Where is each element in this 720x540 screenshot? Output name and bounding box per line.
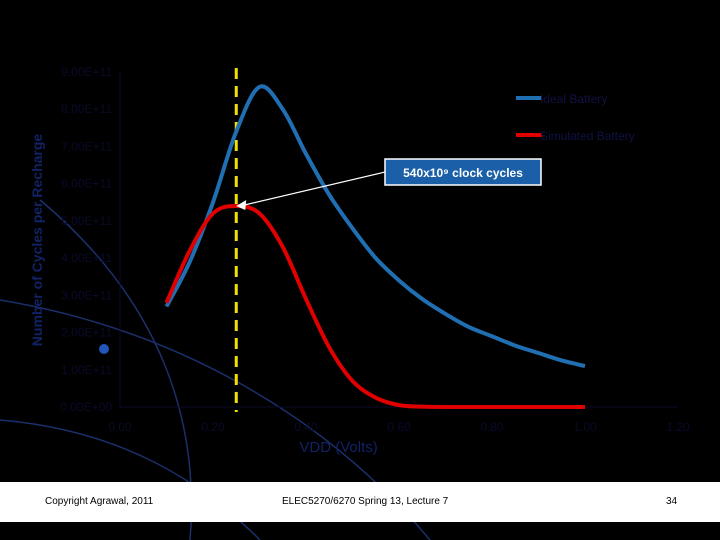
ideal-battery-line <box>164 84 586 369</box>
footer-page-number: 34 <box>666 496 678 507</box>
y-tick-label: 8.00E+11 <box>61 102 112 116</box>
decor-dot-1 <box>99 344 109 354</box>
x-tick-label: 0.40 <box>294 420 318 434</box>
annotation-arrow-head <box>236 200 247 210</box>
y-tick-label: 0.00E+00 <box>60 400 112 414</box>
y-tick-label: 3.00E+11 <box>61 288 112 302</box>
legend-label: Simulated Battery <box>540 129 635 143</box>
x-tick-label: 0.20 <box>201 420 225 434</box>
y-tick-label: 6.00E+11 <box>61 177 112 191</box>
footer-course: ELEC5270/6270 Spring 13, Lecture 7 <box>282 496 449 507</box>
y-tick-label: 1.00E+11 <box>61 363 112 377</box>
x-tick-label: 1.00 <box>573 420 597 434</box>
x-axis-title: VDD (Volts) <box>299 439 377 456</box>
y-tick-label: 2.00E+11 <box>61 326 112 340</box>
legend-label: Ideal Battery <box>540 92 607 106</box>
simulated-battery-line <box>164 204 585 410</box>
y-tick-label: 4.00E+11 <box>61 251 112 265</box>
annotation-arrow-line <box>240 171 386 207</box>
chart: 0.00E+00 1.00E+11 2.00E+11 3.00E+11 4.00E+11… <box>29 65 690 456</box>
footer-copyright: Copyright Agrawal, 2011 <box>45 496 154 507</box>
y-tick-label: 7.00E+11 <box>61 139 112 153</box>
x-tick-label: 0.80 <box>480 420 504 434</box>
y-tick-label: 9.00E+11 <box>61 65 112 79</box>
x-tick-label: 0.60 <box>387 420 411 434</box>
annotation-callout-label: 540x10⁹ clock cycles <box>403 166 523 180</box>
y-axis-title: Number of Cycles per Recharge <box>29 134 45 347</box>
footer-band <box>0 482 720 522</box>
y-tick-label: 5.00E+11 <box>61 214 112 228</box>
x-tick-label: 0.00 <box>108 420 132 434</box>
x-tick-label: 1.20 <box>666 420 690 434</box>
